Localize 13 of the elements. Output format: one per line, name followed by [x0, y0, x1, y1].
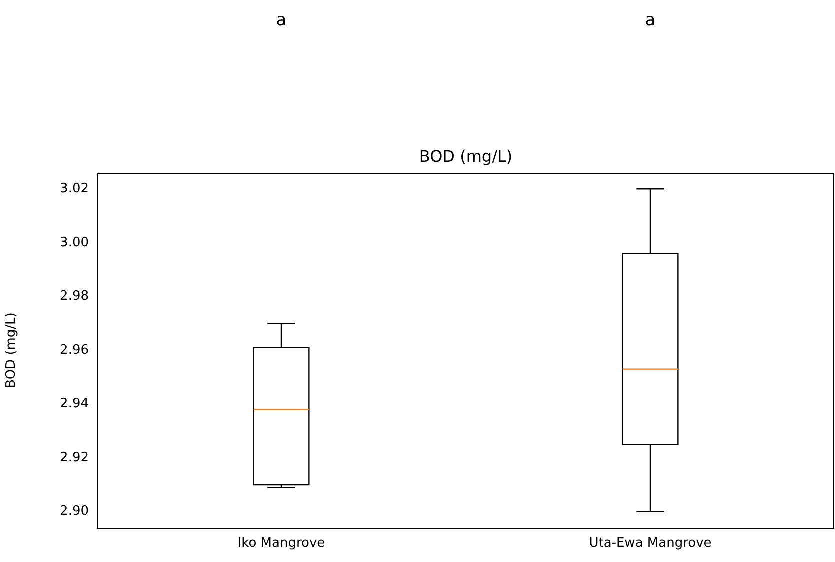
y-tick-label: 2.90: [60, 504, 89, 520]
y-tick-label: 2.98: [60, 289, 89, 304]
y-tick-label: 2.92: [60, 450, 89, 466]
chart-title: BOD (mg/L): [419, 147, 513, 166]
text: a: [276, 10, 287, 30]
y-axis-title: BOD (mg/L): [4, 312, 20, 388]
y-tick-label: 2.94: [60, 396, 89, 412]
y-tick-label: 3.02: [60, 182, 89, 197]
text: a: [645, 10, 656, 30]
y-tick-label: 3.00: [60, 235, 89, 250]
y-tick-label: 2.96: [60, 342, 89, 358]
x-tick-label: Uta-Ewa Mangrove: [589, 536, 712, 552]
x-tick-label: Iko Mangrove: [238, 536, 326, 552]
